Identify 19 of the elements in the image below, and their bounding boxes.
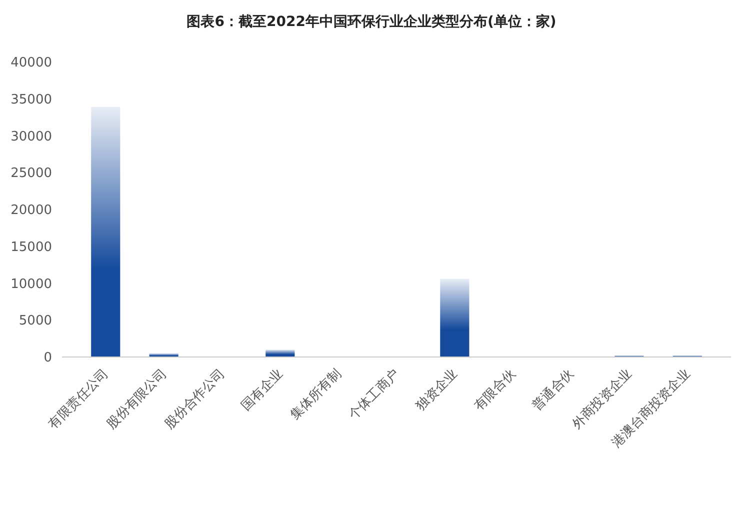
x-tick-label: 国有企业 (238, 366, 286, 414)
x-tick-label: 普通合伙 (528, 366, 578, 414)
y-tick-label: 10000 (10, 276, 52, 292)
bar (266, 350, 295, 357)
y-tick-label: 25000 (10, 166, 52, 182)
x-tick-label: 个体工商户 (346, 366, 403, 424)
x-tick-label: 独资企业 (413, 366, 461, 414)
bar (440, 278, 470, 357)
bar (91, 106, 120, 357)
y-tick-label: 35000 (10, 92, 52, 108)
y-tick-label: 5000 (18, 314, 52, 329)
y-tick-label: 20000 (10, 203, 52, 218)
chart-title: 图表6：截至2022年中国环保行业企业类型分布(单位：家) (186, 13, 556, 30)
y-tick-label: 15000 (10, 240, 52, 255)
x-tick-label: 集体所有制 (288, 366, 344, 424)
y-tick-label: 40000 (10, 56, 52, 71)
y-tick-label: 0 (44, 350, 52, 366)
x-tick-label: 有限合伙 (472, 366, 519, 414)
y-tick-label: 30000 (10, 129, 52, 144)
